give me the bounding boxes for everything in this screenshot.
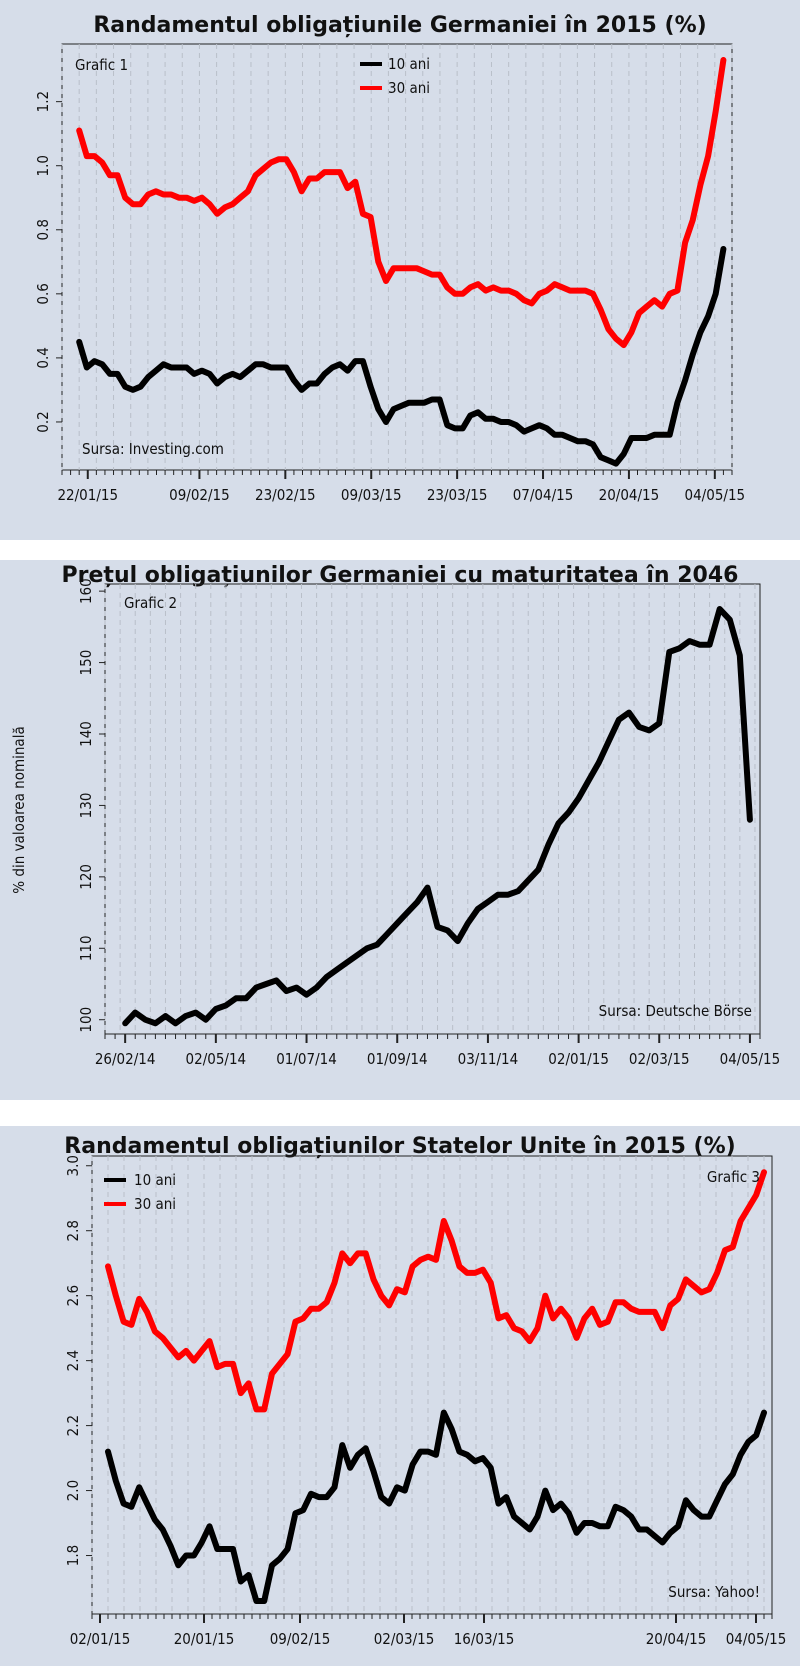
x-tick-label: 16/03/15 — [454, 1630, 515, 1648]
y-tick-label: 2.2 — [64, 1415, 82, 1436]
x-tick-label: 03/11/14 — [458, 1050, 519, 1068]
chart-panel-germany-bond-price: Prețul obligațiunilor Germaniei cu matur… — [0, 560, 800, 1100]
y-tick-label: 120 — [77, 864, 95, 890]
y-tick-label: 110 — [77, 935, 95, 961]
x-tick-label: 09/03/15 — [341, 486, 402, 504]
y-tick-label: 2.8 — [64, 1220, 82, 1241]
y-tick-label: 0.6 — [34, 283, 52, 304]
chart-panel-us-yields: Randamentul obligațiunilor Statelor Unit… — [0, 1126, 800, 1666]
y-tick-label: 2.6 — [64, 1285, 82, 1306]
y-tick-label: 1.2 — [34, 91, 52, 112]
chart-panel-germany-yields: Randamentul obligațiunile Germaniei în 2… — [0, 0, 800, 540]
x-tick-label: 23/02/15 — [255, 486, 316, 504]
series-line-10-ani — [76, 246, 727, 467]
series-line-10-ani — [105, 1409, 767, 1604]
x-tick-label: 02/03/15 — [629, 1050, 690, 1068]
y-tick-label: 160 — [77, 578, 95, 604]
series-line-price — [122, 606, 753, 1027]
chart-germany-yields: Randamentul obligațiunile Germaniei în 2… — [34, 13, 746, 504]
y-tick-label: 1.0 — [34, 155, 52, 176]
source-note: Sursa: Yahoo! — [668, 1583, 760, 1601]
legend-label: 30 ani — [388, 79, 430, 97]
chart-title: Randamentul obligațiunilor Statelor Unit… — [64, 1134, 735, 1159]
series-line-30-ani — [105, 1169, 767, 1413]
x-tick-label: 23/03/15 — [427, 486, 488, 504]
x-tick-label: 02/05/14 — [186, 1050, 247, 1068]
x-tick-label: 26/02/14 — [95, 1050, 156, 1068]
x-tick-label: 04/05/15 — [726, 1630, 787, 1648]
x-tick-label: 02/01/15 — [70, 1630, 131, 1648]
source-note: Sursa: Investing.com — [82, 440, 224, 458]
y-tick-label: 0.2 — [34, 411, 52, 432]
y-tick-label: 130 — [77, 793, 95, 819]
y-tick-label: 0.4 — [34, 347, 52, 368]
y-tick-label: 0.8 — [34, 219, 52, 240]
source-note: Sursa: Deutsche Börse — [599, 1002, 752, 1020]
y-tick-label: 140 — [77, 721, 95, 747]
plot-frame — [104, 583, 761, 1035]
plot-frame — [91, 1155, 773, 1615]
y-tick-label: 3.0 — [64, 1155, 82, 1176]
chart-title: Randamentul obligațiunile Germaniei în 2… — [93, 13, 706, 38]
chart-us-yields: Randamentul obligațiunilor Statelor Unit… — [64, 1134, 787, 1648]
x-tick-label: 20/01/15 — [174, 1630, 235, 1648]
legend-label: 10 ani — [388, 55, 430, 73]
x-tick-label: 04/05/15 — [720, 1050, 781, 1068]
x-tick-label: 09/02/15 — [270, 1630, 331, 1648]
y-tick-label: 100 — [77, 1007, 95, 1033]
chart-germany-bond-price: Prețul obligațiunilor Germaniei cu matur… — [10, 563, 781, 1068]
y-tick-label: 2.4 — [64, 1350, 82, 1371]
x-tick-label: 01/07/14 — [276, 1050, 337, 1068]
x-tick-label: 09/02/15 — [169, 486, 230, 504]
y-tick-label: 1.8 — [64, 1545, 82, 1566]
panel-label: Grafic 2 — [124, 594, 177, 612]
y-tick-label: 150 — [77, 650, 95, 676]
panel-label: Grafic 3 — [707, 1168, 760, 1186]
x-tick-label: 02/03/15 — [374, 1630, 435, 1648]
legend-label: 30 ani — [134, 1195, 176, 1213]
x-tick-label: 01/09/14 — [367, 1050, 428, 1068]
y-tick-label: 2.0 — [64, 1480, 82, 1501]
x-tick-label: 02/01/15 — [548, 1050, 609, 1068]
x-tick-label: 20/04/15 — [646, 1630, 707, 1648]
series-line-30-ani — [76, 57, 727, 349]
x-tick-label: 04/05/15 — [685, 486, 746, 504]
legend-label: 10 ani — [134, 1171, 176, 1189]
x-tick-label: 07/04/15 — [513, 486, 574, 504]
y-axis-label: % din valoarea nominală — [10, 726, 28, 893]
panel-label: Grafic 1 — [75, 56, 128, 74]
x-tick-label: 22/01/15 — [57, 486, 118, 504]
x-tick-label: 20/04/15 — [599, 486, 660, 504]
